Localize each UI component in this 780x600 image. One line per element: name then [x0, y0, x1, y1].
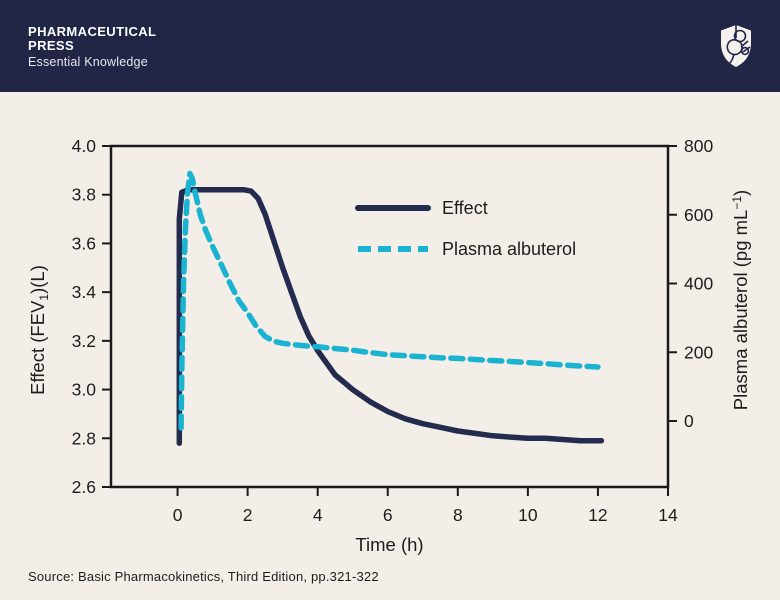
x-tick-label: 0 — [173, 505, 183, 525]
y-left-tick-label: 3.2 — [72, 331, 96, 351]
plasma-albuterol-curve — [178, 170, 601, 431]
effect-curve — [176, 187, 605, 446]
y-left-tick-label: 3.6 — [72, 233, 96, 253]
y-left-tick-label: 3.8 — [72, 185, 96, 205]
y-left-tick-label: 2.6 — [72, 477, 96, 497]
brand-line1: PHARMACEUTICAL — [28, 23, 157, 39]
shield-logo-icon — [719, 24, 753, 68]
y-right-tick-label: 800 — [684, 136, 713, 156]
x-axis-title: Time (h) — [355, 534, 423, 555]
x-tick-label: 2 — [243, 505, 253, 525]
legend-label: Effect — [442, 198, 488, 218]
brand-tagline: Essential Knowledge — [28, 54, 148, 69]
source-citation: Source: Basic Pharmacokinetics, Third Ed… — [28, 569, 379, 584]
y-left-tick-label: 4.0 — [72, 136, 97, 156]
brand-line2: PRESS — [28, 37, 75, 53]
brand-block: PHARMACEUTICAL PRESS Essential Knowledge — [28, 23, 156, 70]
x-tick-label: 8 — [453, 505, 463, 525]
x-tick-label: 6 — [383, 505, 393, 525]
chart-area: 4.0 3.8 3.6 3.4 3.2 3.0 2.8 2.6 800 600 400 200 0 0 2 4… — [0, 92, 780, 565]
y-right-tick-label: 0 — [684, 411, 694, 431]
header-banner: PHARMACEUTICAL PRESS Essential Knowledge — [0, 0, 780, 92]
y-left-tick-label: 3.0 — [72, 380, 97, 400]
y-left-axis-title: Effect (FEV1)(L) — [27, 265, 51, 395]
y-left-tick-label: 3.4 — [72, 282, 97, 302]
legend-label: Plasma albuterol — [442, 239, 576, 259]
x-tick-label: 14 — [658, 505, 678, 525]
y-right-axis-title: Plasma albuterol (pg mL−1) — [730, 190, 751, 410]
effect-plasma-albuterol-chart: 4.0 3.8 3.6 3.4 3.2 3.0 2.8 2.6 800 600 400 200 0 0 2 4… — [27, 136, 751, 555]
y-right-tick-label: 600 — [684, 205, 713, 225]
y-left-tick-label: 2.8 — [72, 428, 96, 448]
x-tick-label: 4 — [313, 505, 323, 525]
plot-frame — [109, 144, 670, 489]
y-right-tick-label: 200 — [684, 342, 713, 362]
x-tick-label: 12 — [588, 505, 607, 525]
x-tick-label: 10 — [518, 505, 538, 525]
y-right-tick-label: 400 — [684, 274, 713, 294]
